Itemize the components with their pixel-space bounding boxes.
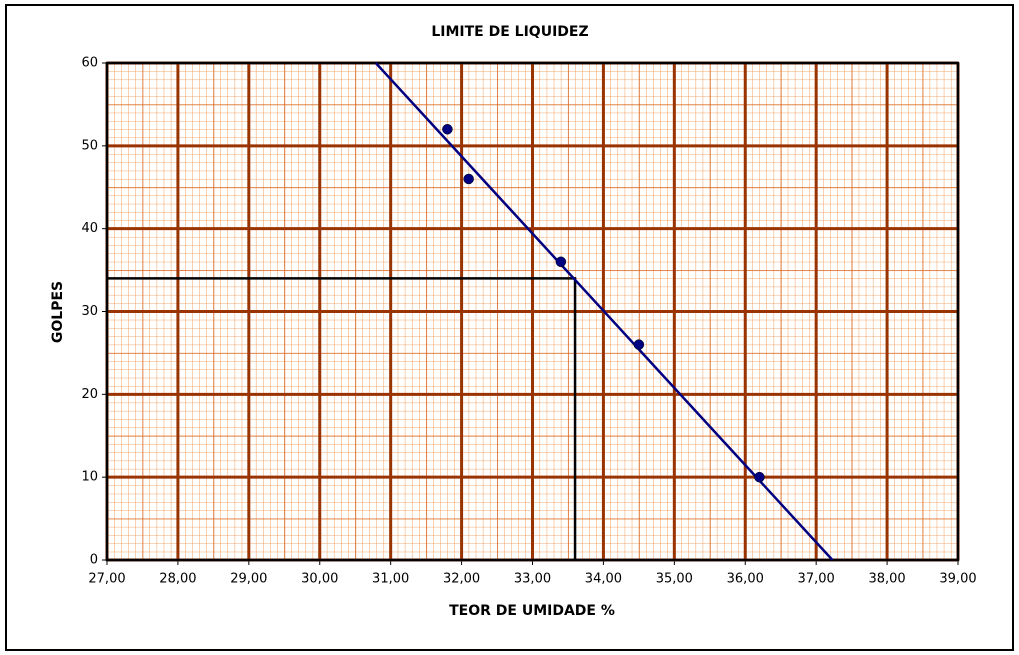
y-tick-label: 0 [90,553,98,568]
x-tick-label: 39,00 [939,572,976,587]
y-tick-label: 40 [81,221,98,236]
y-axis-label: GOLPES [50,281,66,343]
x-tick-label: 33,00 [514,572,551,587]
x-tick-label: 35,00 [656,572,693,587]
x-tick-label: 29,00 [230,572,267,587]
x-tick-label: 32,00 [443,572,480,587]
chart-title: LIMITE DE LIQUIDEZ [431,24,588,40]
y-tick-label: 30 [81,304,98,319]
y-tick-label: 20 [81,387,98,402]
x-tick-label: 38,00 [868,572,905,587]
y-tick-label: 50 [81,138,98,153]
x-tick-label: 31,00 [372,572,409,587]
x-tick-label: 27,00 [88,572,125,587]
point [463,173,474,185]
x-tick-label: 30,00 [301,572,338,587]
plot-border [105,61,960,562]
x-tick-label: 36,00 [727,572,764,587]
x-tick-label: 37,00 [798,572,835,587]
y-tick-label: 10 [81,470,98,485]
point [555,256,567,268]
point [633,339,645,350]
y-tick-label: 60 [81,56,98,71]
point [442,124,453,135]
x-axis-label: TEOR DE UMIDADE % [449,603,615,619]
x-tick-label: 28,00 [159,572,196,587]
x-tick-label: 34,00 [585,572,622,587]
point [754,471,765,483]
